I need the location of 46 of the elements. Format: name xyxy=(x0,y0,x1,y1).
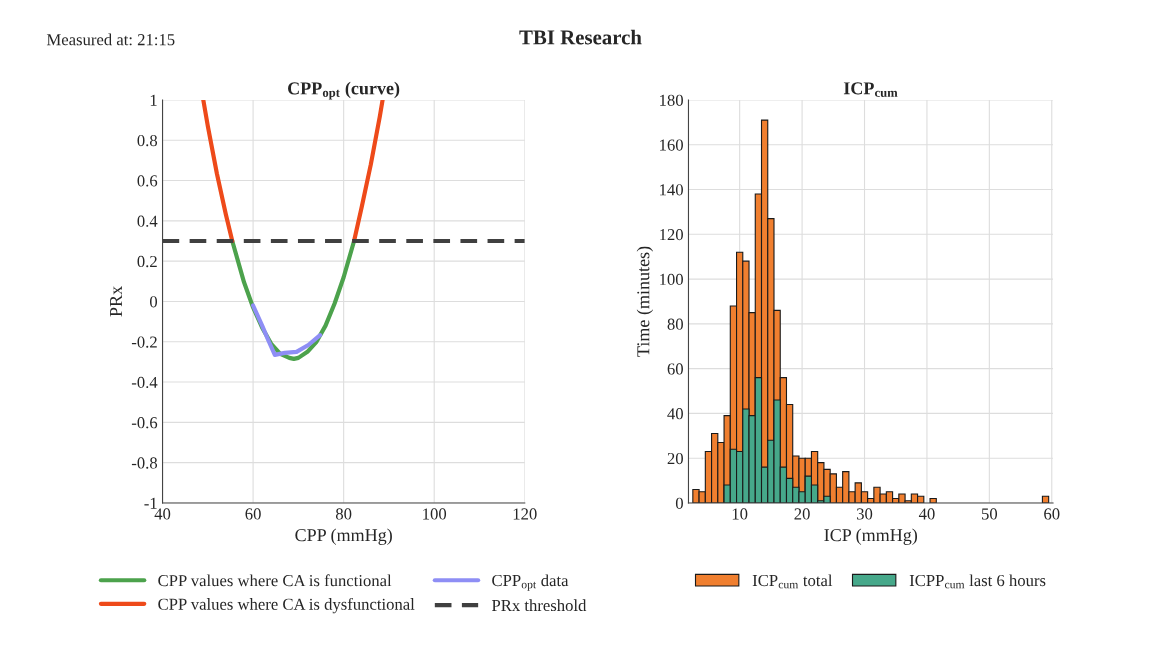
x-tick-label: 20 xyxy=(794,508,810,520)
y-tick-label: 180 xyxy=(660,94,683,106)
x-axis-title: ICP (mmHg) xyxy=(824,528,918,545)
legend-label: ICPP$_{cum}$ last 6 hours xyxy=(909,574,1046,589)
y-tick-label: 160 xyxy=(660,139,683,151)
y-axis-title: Time (minutes) xyxy=(636,246,654,357)
y-tick-label: 80 xyxy=(667,318,683,330)
y-tick-label: 1 xyxy=(150,94,157,106)
x-tick-label: 30 xyxy=(856,508,873,520)
chart-title: ICP$_{cum}$ xyxy=(843,82,898,97)
y-axis-title: PRx xyxy=(110,286,122,317)
text: Measured at: 21:15 xyxy=(46,33,175,46)
y-tick-label: 20 xyxy=(667,452,683,465)
y-tick-label: 0.8 xyxy=(137,134,158,147)
line-series xyxy=(251,303,323,357)
legend-label: CPP$_{opt}$ data xyxy=(492,574,569,591)
y-tick-label: 100 xyxy=(660,273,683,286)
y-tick-label: 140 xyxy=(660,184,683,196)
x-tick-label: 60 xyxy=(1044,508,1060,520)
chart-title: CPP$_{opt}$ (curve) xyxy=(288,81,400,100)
y-tick-label: -0.6 xyxy=(131,417,158,429)
y-tick-label: 60 xyxy=(667,363,683,375)
y-tick-label: -0.2 xyxy=(131,336,157,348)
y-tick-label: 0.2 xyxy=(137,255,157,268)
legend-label: CPP values where CA is functional xyxy=(158,574,392,587)
y-tick-label: -1 xyxy=(144,497,157,509)
y-tick-label: 0 xyxy=(675,497,683,509)
y-tick-label: -0.8 xyxy=(131,457,158,469)
x-tick-label: 80 xyxy=(335,508,352,520)
legend-label: CPP values where CA is dysfunctional xyxy=(158,597,415,614)
y-tick-label: 40 xyxy=(667,408,683,420)
text: TBI Research xyxy=(519,29,642,45)
x-tick-label: 120 xyxy=(513,508,537,520)
y-tick-label: 0.6 xyxy=(137,175,158,187)
legend-label: ICP$_{cum}$ total xyxy=(752,574,833,589)
y-tick-label: -0.4 xyxy=(131,376,158,389)
y-tick-label: 0.4 xyxy=(137,215,158,227)
x-tick-label: 40 xyxy=(918,508,935,520)
y-tick-label: 120 xyxy=(660,228,683,241)
x-axis-title: CPP (mmHg) xyxy=(295,528,392,545)
y-tick-label: 0 xyxy=(149,296,158,308)
x-tick-label: 50 xyxy=(981,508,998,520)
legend-label: PRx threshold xyxy=(491,599,587,612)
x-tick-label: 10 xyxy=(732,508,748,520)
x-tick-label: 100 xyxy=(423,508,447,520)
x-tick-label: 60 xyxy=(245,508,261,520)
